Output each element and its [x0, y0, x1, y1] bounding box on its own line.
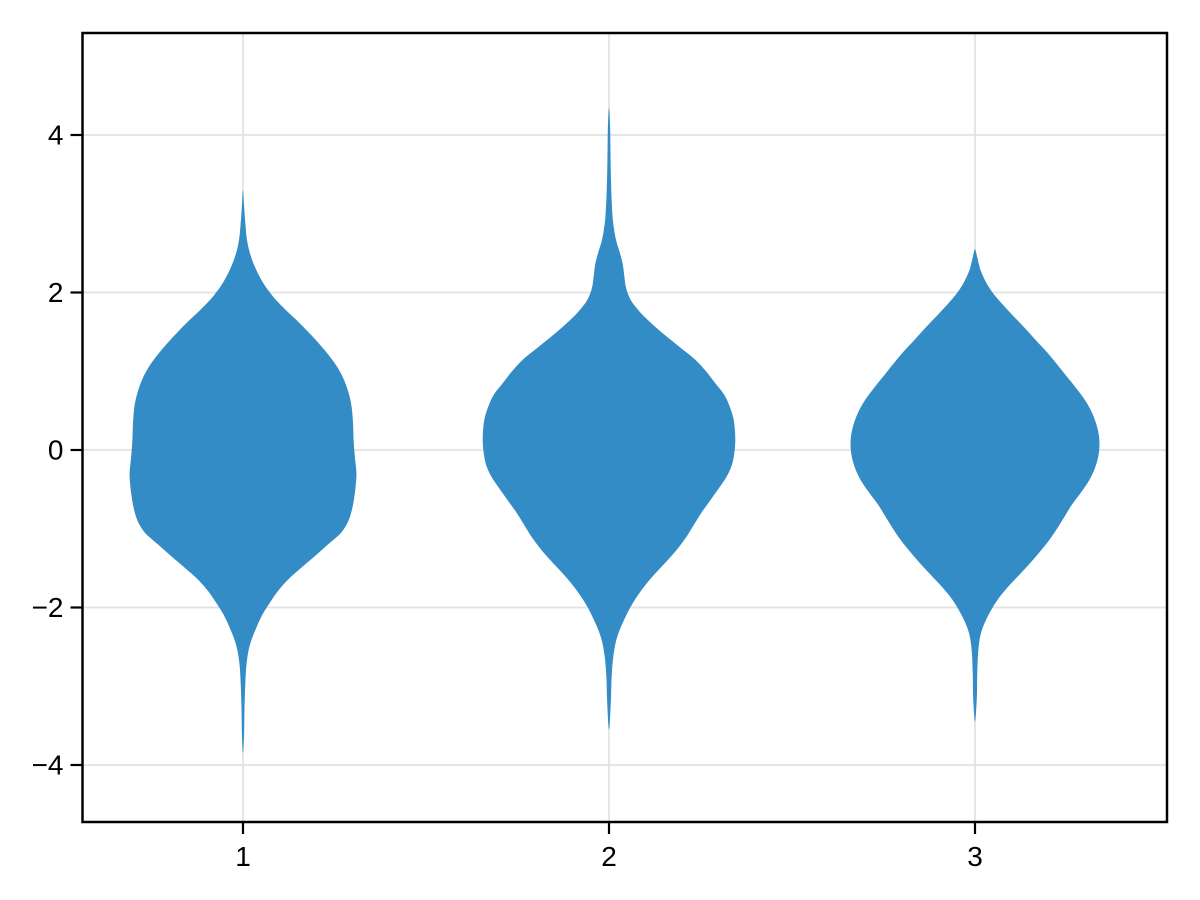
x-axis-tick-label-1: 1 — [235, 841, 251, 872]
y-axis-tick-label-0: 0 — [48, 435, 64, 466]
y-axis-tick-label-−2: −2 — [32, 592, 64, 623]
violin-shape-2 — [482, 107, 736, 730]
y-axis-tick-label-4: 4 — [48, 120, 64, 151]
y-axis-tick-label-2: 2 — [48, 277, 64, 308]
x-axis-tick-label-3: 3 — [967, 841, 983, 872]
y-axis-tick-label-−4: −4 — [32, 750, 64, 781]
plot-frame — [81, 31, 1169, 824]
x-axis-tick-label-2: 2 — [601, 841, 617, 872]
violin-shape-3 — [850, 249, 1100, 722]
violin-shape-1 — [129, 190, 357, 754]
